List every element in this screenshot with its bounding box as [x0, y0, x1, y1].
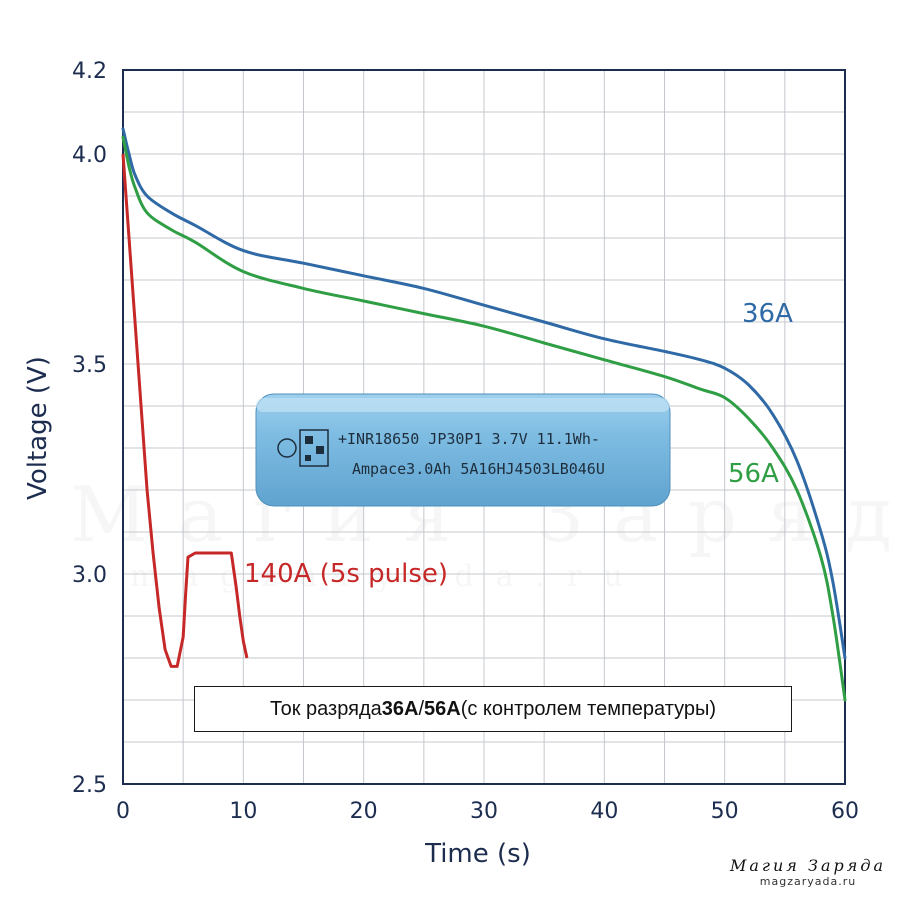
series-line-56a [121, 135, 847, 702]
series-label-140a-5s-pulse-: 140A (5s pulse) [244, 559, 448, 589]
series-line-140a-5s-pulse- [121, 153, 249, 668]
tick-labels: 0 10 20 30 40 50 60 2.5 3.0 3.5 4.0 4.2 [72, 59, 859, 824]
x-tick-label: 20 [350, 799, 378, 824]
note-separator: / [418, 697, 425, 720]
plot-frame [122, 69, 846, 785]
cell-marking-line-1: +INR18650 JP30P1 3.7V 11.1Wh- [338, 430, 600, 448]
brand-url: magzaryada.ru [759, 875, 857, 888]
x-tick-label: 10 [229, 799, 257, 824]
series-group: 36A 56A 140A (5s pulse) [121, 127, 847, 702]
battery-cell-image: +INR18650 JP30P1 3.7V 11.1Wh- Ampace3.0A… [255, 393, 671, 507]
note-text-2: (с контролем температуры) [460, 697, 717, 720]
y-axis-title: Voltage (V) [23, 356, 53, 500]
series-label-56a: 56A [728, 459, 779, 489]
brand-logo: Магия Заряда magzaryada.ru [730, 856, 886, 888]
discharge-note: Ток разряда 36А / 56А (с контролем темпе… [194, 686, 792, 732]
x-tick-label: 50 [711, 799, 739, 824]
x-tick-label: 30 [470, 799, 498, 824]
y-tick-label: 3.5 [72, 353, 107, 378]
note-text-1: Ток разряда [269, 697, 382, 720]
x-axis-title: Time (s) [424, 839, 531, 869]
y-tick-label: 4.2 [72, 59, 107, 84]
cell-marking-line-2: Ampace3.0Ah 5A16HJ4503LB046U [352, 460, 605, 478]
series-label-36a: 36A [742, 299, 793, 329]
y-tick-label: 4.0 [72, 143, 107, 168]
axes [122, 69, 846, 785]
series-line-36a [121, 127, 847, 660]
note-bold-36a: 36А [381, 697, 419, 720]
y-tick-label: 3.0 [72, 563, 107, 588]
x-tick-label: 0 [116, 799, 130, 824]
note-bold-56a: 56А [424, 697, 461, 720]
brand-title: Магия Заряда [729, 856, 886, 875]
y-tick-label: 2.5 [72, 773, 107, 798]
x-tick-label: 60 [831, 799, 859, 824]
x-tick-label: 40 [590, 799, 618, 824]
